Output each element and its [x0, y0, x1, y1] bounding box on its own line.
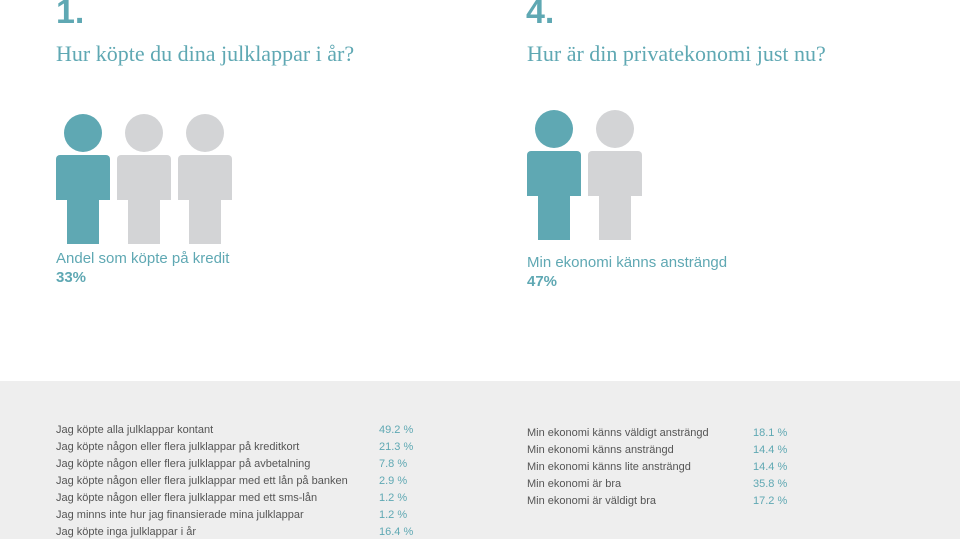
left-row-label: Jag köpte inga julklappar i år — [56, 526, 197, 538]
right-row-value: 35.8 % — [753, 478, 788, 490]
right-row-value: 14.4 % — [753, 461, 788, 473]
left-row-value: 7.8 % — [379, 458, 408, 470]
results-panel: Jag köpte alla julklappar kontant 49.2 %… — [0, 381, 960, 539]
right-stat-label: Min ekonomi känns ansträngd — [527, 254, 728, 271]
left-stat-value: 33% — [56, 269, 87, 286]
right-row-label: Min ekonomi är bra — [527, 478, 622, 490]
left-row-label: Jag minns inte hur jag finansierade mina… — [56, 509, 304, 521]
right-row-label: Min ekonomi är väldigt bra — [527, 495, 657, 507]
left-row-value: 1.2 % — [379, 492, 408, 504]
left-row-label: Jag köpte någon eller flera julklappar p… — [56, 441, 300, 453]
right-row-label: Min ekonomi känns ansträngd — [527, 444, 674, 456]
right-section-number: 4. — [526, 0, 555, 31]
left-row-value: 1.2 % — [379, 509, 408, 521]
left-section-number: 1. — [56, 0, 85, 31]
left-row-label: Jag köpte alla julklappar kontant — [56, 424, 214, 436]
right-row-value: 14.4 % — [753, 444, 788, 456]
right-row-label: Min ekonomi känns lite ansträngd — [527, 461, 691, 473]
right-question-title: Hur är din privatekonomi just nu? — [527, 41, 826, 66]
left-row-label: Jag köpte någon eller flera julklappar m… — [56, 492, 318, 504]
left-question-title: Hur köpte du dina julklappar i år? — [56, 41, 355, 66]
right-row-value: 18.1 % — [753, 427, 788, 439]
right-row-value: 17.2 % — [753, 495, 788, 507]
left-stat-label: Andel som köpte på kredit — [56, 250, 230, 267]
left-row-value: 2.9 % — [379, 475, 408, 487]
right-row-label: Min ekonomi känns väldigt ansträngd — [527, 427, 709, 439]
left-row-value: 21.3 % — [379, 441, 414, 453]
left-row-label: Jag köpte någon eller flera julklappar p… — [56, 458, 311, 470]
right-stat-value: 47% — [527, 273, 558, 290]
left-row-value: 49.2 % — [379, 424, 414, 436]
left-row-label: Jag köpte någon eller flera julklappar m… — [56, 475, 348, 487]
left-row-value: 16.4 % — [379, 526, 414, 538]
